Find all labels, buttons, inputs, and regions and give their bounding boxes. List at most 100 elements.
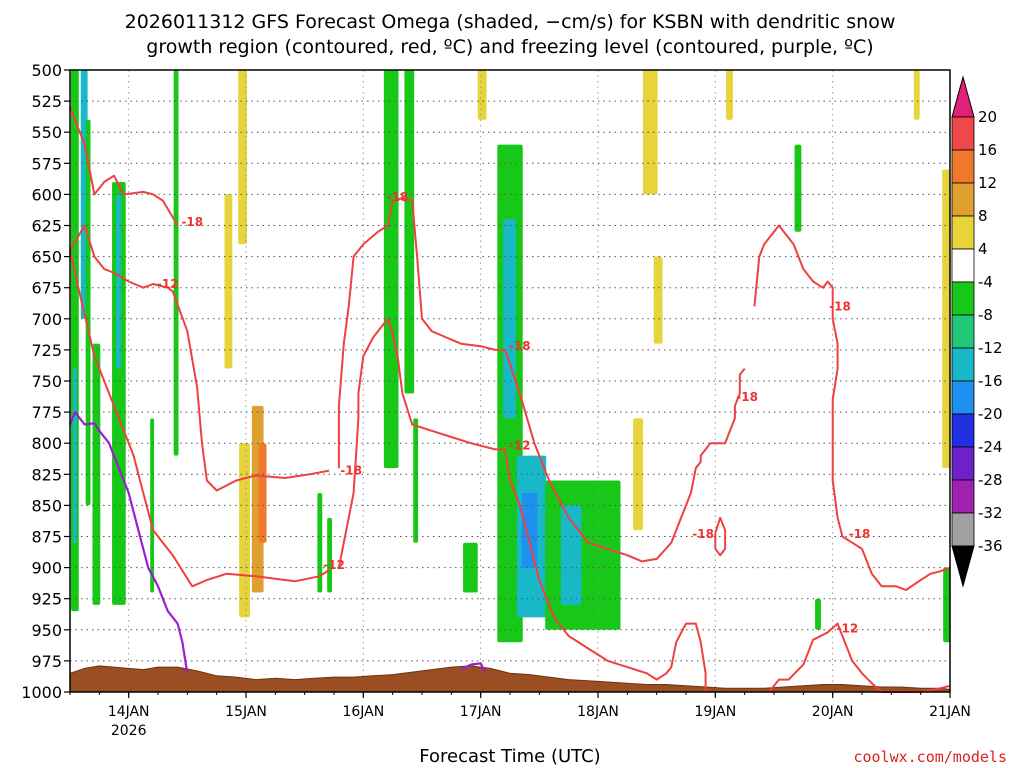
- snow-growth-contour-layer: [69, 106, 951, 693]
- omega-region: [560, 505, 582, 605]
- y-tick-label: 975: [31, 652, 62, 671]
- omega-region: [72, 368, 77, 543]
- contour-label: -18: [509, 339, 531, 353]
- y-tick-label: 625: [31, 217, 62, 236]
- colorbar-bin: [951, 281, 975, 316]
- contour-label: -18: [387, 190, 409, 204]
- colorbar-label: -4: [978, 273, 993, 291]
- contour-label: -18: [829, 299, 851, 313]
- omega-region: [239, 443, 250, 618]
- omega-region: [173, 70, 179, 456]
- x-tick-label: 17JAN: [460, 704, 502, 720]
- y-tick-label: 725: [31, 341, 62, 360]
- omega-region: [115, 194, 121, 369]
- colorbar-label: -12: [978, 339, 1003, 357]
- terrain-layer: [69, 665, 951, 693]
- omega-region: [85, 119, 91, 506]
- omega-region: [942, 169, 950, 469]
- omega-region: [794, 144, 802, 232]
- snow-growth-contour-line: [69, 250, 330, 588]
- y-tick-label: 875: [31, 528, 62, 547]
- colorbar-lower-triangle: [951, 545, 975, 588]
- snow-growth-contour-line: [714, 516, 727, 557]
- snow-growth-contour-line: [337, 317, 506, 568]
- omega-region: [150, 418, 155, 593]
- y-tick-label: 925: [31, 590, 62, 609]
- freezing-level-line: [460, 662, 487, 674]
- omega-region: [653, 256, 663, 344]
- contour-label: -12: [157, 277, 179, 291]
- colorbar-bin: [951, 116, 975, 151]
- omega-region: [92, 343, 101, 605]
- omega-region: [545, 480, 621, 630]
- y-tick-label: 850: [31, 496, 62, 515]
- terrain-ground: [69, 665, 951, 693]
- colorbar-label: 16: [978, 141, 997, 159]
- contour-label: -18: [736, 390, 758, 404]
- omega-region: [238, 70, 247, 245]
- omega-region: [258, 443, 267, 543]
- x-tick-sublabel: 2026: [111, 723, 147, 739]
- colorbar-label: 20: [978, 108, 997, 126]
- snow-growth-contour-line: [504, 449, 707, 692]
- colorbar-bin: [951, 479, 975, 514]
- contour-label: -18: [849, 527, 871, 541]
- omega-region: [503, 219, 516, 419]
- colorbar-bin: [951, 314, 975, 349]
- colorbar-label: 4: [978, 240, 988, 258]
- colorbar-label: -16: [978, 372, 1003, 390]
- omega-region: [413, 418, 419, 543]
- x-axis-title: Forecast Time (UTC): [419, 746, 600, 767]
- x-tick-label: 19JAN: [694, 704, 736, 720]
- colorbar-upper-triangle: [951, 75, 975, 118]
- x-tick-label: 14JAN: [108, 704, 150, 720]
- freezing-level-line: [68, 411, 189, 674]
- contour-label-layer: -18 -12 -18 -18 -12 -18 -12 -18 -18 -18 -18 -12: [157, 190, 870, 636]
- y-tick-label: 500: [31, 61, 62, 80]
- y-tick-label: 800: [31, 434, 62, 453]
- y-tick-label: 675: [31, 279, 62, 298]
- omega-region: [726, 70, 733, 120]
- snow-growth-contour-line: [69, 106, 179, 227]
- colorbar-bin: [951, 149, 975, 184]
- colorbar-bin: [951, 182, 975, 217]
- omega-region: [815, 598, 821, 630]
- x-tick-label: 20JAN: [812, 704, 854, 720]
- y-tick-label: 700: [31, 310, 62, 329]
- omega-region: [633, 418, 643, 531]
- y-tick-label: 825: [31, 465, 62, 484]
- omega-region: [477, 70, 487, 120]
- y-tick-label: 1000: [21, 683, 62, 702]
- y-tick-label: 600: [31, 185, 62, 204]
- colorbar-label: 8: [978, 207, 988, 225]
- y-tick-label: 525: [31, 92, 62, 111]
- chart-title-line2: growth region (contoured, red, ºC) and f…: [146, 36, 873, 58]
- y-axis-pressure: 500 525 550 575 600 625 650 675 700 725 750 775 800 8…: [21, 61, 70, 702]
- contour-label: -12: [836, 622, 858, 636]
- colorbar: 20 16 12 8 4 -4 -8 -12 -16 -20 -24 -28 -32 -36: [951, 75, 1003, 588]
- omega-region: [224, 194, 233, 369]
- chart-title-line1: 2026011312 GFS Forecast Omega (shaded, −…: [125, 11, 896, 33]
- omega-region: [404, 70, 415, 394]
- colorbar-bin: [951, 446, 975, 481]
- x-tick-label: 15JAN: [225, 704, 267, 720]
- y-tick-label: 775: [31, 403, 62, 422]
- y-tick-label: 750: [31, 372, 62, 391]
- omega-region: [383, 70, 399, 469]
- colorbar-bin: [951, 512, 975, 547]
- snow-growth-contour-line: [69, 224, 330, 492]
- plot-area: -18 -12 -18 -18 -12 -18 -12 -18 -18 -18 -18 -12: [68, 69, 951, 693]
- x-tick-label: 21JAN: [929, 704, 971, 720]
- omega-region: [521, 492, 538, 568]
- x-axis-time: 14JAN 2026 15JAN 16JAN 17JAN 18JAN 19JAN 20JAN 2…: [69, 692, 971, 739]
- y-tick-label: 950: [31, 621, 62, 640]
- credit-text: coolwx.com/models: [853, 748, 1007, 766]
- omega-region: [327, 517, 333, 593]
- y-tick-label: 650: [31, 248, 62, 267]
- colorbar-bin: [951, 248, 975, 283]
- colorbar-label: 12: [978, 174, 997, 192]
- colorbar-label: -28: [978, 471, 1003, 489]
- y-tick-label: 550: [31, 123, 62, 142]
- x-tick-label: 16JAN: [342, 704, 384, 720]
